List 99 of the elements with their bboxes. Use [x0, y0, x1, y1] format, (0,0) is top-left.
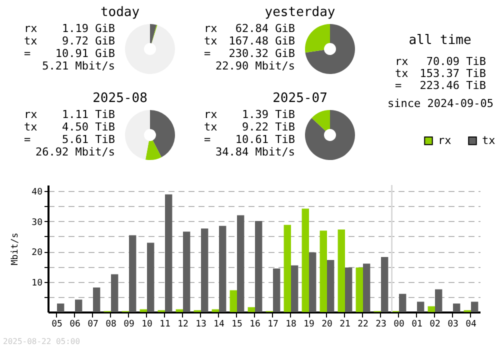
- bar: [212, 309, 219, 312]
- y-tick-label: 20: [32, 248, 42, 258]
- x-tick-label: 10: [142, 320, 152, 330]
- text: tx 9.72 GiB: [24, 34, 115, 48]
- bar: [471, 302, 478, 312]
- bar: [57, 304, 64, 312]
- donut-slice: [305, 24, 330, 53]
- y-tick-label: 10: [32, 278, 42, 288]
- bar: [302, 208, 309, 312]
- text: since 2024-09-05: [388, 97, 494, 110]
- x-tick-label: 14: [214, 320, 224, 330]
- bar: [219, 226, 226, 312]
- bar: [176, 309, 183, 312]
- bar: [255, 220, 262, 312]
- bar: [453, 304, 460, 312]
- y-tick-label: 30: [32, 218, 42, 228]
- y-axis-title: Mbit/s: [10, 232, 21, 266]
- legend-label: rx: [438, 134, 452, 147]
- x-tick-label: 18: [286, 320, 296, 330]
- donut-slice: [305, 110, 355, 160]
- text: rx 1.39 TiB: [204, 108, 295, 121]
- donut-slice: [150, 110, 175, 158]
- x-tick-label: 00: [394, 320, 404, 330]
- bar: [428, 306, 435, 312]
- x-tick-label: 21: [340, 320, 350, 330]
- bar: [363, 264, 370, 312]
- bar: [284, 224, 291, 312]
- chart-title: today: [100, 5, 140, 20]
- text: all time: [408, 33, 472, 48]
- bar: [230, 290, 237, 312]
- donut-slice: [125, 24, 175, 74]
- chart-title: 2025-08: [92, 91, 148, 106]
- donut-slice: [145, 140, 162, 160]
- bar: [93, 288, 100, 312]
- x-tick-label: 23: [376, 320, 386, 330]
- text: 26.92 Mbit/s: [36, 146, 115, 158]
- text: tx 9.22 TiB: [204, 120, 295, 134]
- x-tick-label: 02: [430, 320, 440, 330]
- text: 22.90 Mbit/s: [216, 60, 295, 72]
- x-tick-label: 13: [196, 320, 206, 330]
- bar: [129, 235, 136, 312]
- text: tx 4.50 TiB: [24, 120, 115, 134]
- bar: [356, 268, 363, 312]
- x-tick-label: 04: [466, 320, 476, 330]
- bar: [183, 232, 190, 312]
- text: 5.21 Mbit/s: [42, 60, 115, 72]
- text: 34.84 Mbit/s: [216, 146, 295, 158]
- bar: [273, 268, 280, 312]
- bar: [75, 300, 82, 312]
- chart-title: yesterday: [264, 5, 336, 20]
- text: = 230.32 GiB: [204, 47, 295, 60]
- bar: [140, 309, 147, 312]
- bar: [201, 228, 208, 312]
- text: rx 70.09 TiB: [395, 55, 486, 68]
- text: rx 1.11 TiB: [24, 108, 115, 121]
- bar: [165, 194, 172, 312]
- x-tick-label: 06: [70, 320, 80, 330]
- x-tick-label: 01: [412, 320, 422, 330]
- text: tx 153.37 TiB: [395, 67, 486, 80]
- x-tick-label: 09: [124, 320, 134, 330]
- bar: [248, 307, 255, 312]
- x-tick-label: 20: [322, 320, 332, 330]
- bar: [417, 302, 424, 312]
- bar: [291, 265, 298, 312]
- x-tick-label: 19: [304, 320, 314, 330]
- text: = 223.46 TiB: [395, 79, 486, 92]
- y-tick-label: 40: [32, 188, 42, 198]
- text: = 5.61 TiB: [24, 133, 115, 146]
- bar: [309, 252, 316, 312]
- donut-slice: [312, 110, 330, 131]
- donut-slice: [125, 110, 150, 160]
- x-tick-label: 22: [358, 320, 368, 330]
- x-tick-label: 12: [178, 320, 188, 330]
- bar: [111, 274, 118, 312]
- x-tick-label: 17: [268, 320, 278, 330]
- bar: [320, 230, 327, 312]
- bar: [381, 256, 388, 312]
- bar: [237, 215, 244, 312]
- text: rx 1.19 GiB: [24, 22, 115, 35]
- donut-slice: [305, 24, 355, 74]
- text: tx 167.48 GiB: [204, 34, 296, 48]
- bar: [338, 229, 345, 312]
- x-tick-label: 03: [448, 320, 458, 330]
- x-tick-label: 16: [250, 320, 260, 330]
- text: = 10.61 TiB: [204, 133, 295, 146]
- text: rx 62.84 GiB: [204, 22, 295, 35]
- chart-title: 2025-07: [272, 91, 328, 106]
- bar: [147, 242, 154, 312]
- x-tick-label: 05: [52, 320, 62, 330]
- bar: [345, 268, 352, 312]
- bar: [327, 260, 334, 312]
- bar: [435, 289, 442, 312]
- x-tick-label: 08: [106, 320, 116, 330]
- text: = 10.91 GiB: [24, 47, 115, 60]
- x-tick-label: 11: [160, 320, 170, 330]
- x-tick-label: 07: [88, 320, 98, 330]
- legend-label: tx: [482, 134, 496, 147]
- x-tick-label: 15: [232, 320, 242, 330]
- bar: [399, 294, 406, 312]
